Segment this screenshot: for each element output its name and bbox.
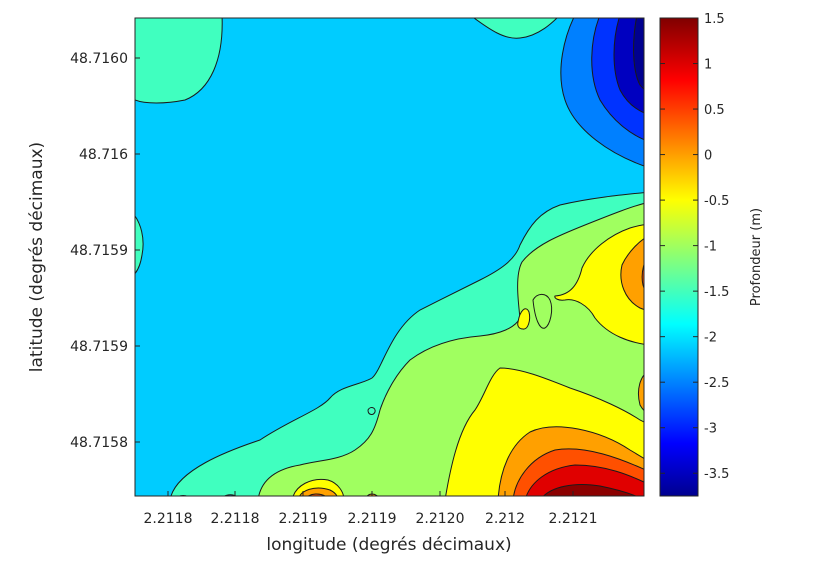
y-tick-label: 48.7159 [70, 339, 128, 355]
contour-level-m0-5-right [554, 224, 644, 345]
x-tick-label: 2.2118 [144, 511, 193, 527]
colorbar-tick-label: 1.5 [704, 12, 725, 27]
x-tick-label: 2.2119 [279, 511, 328, 527]
colorbar-tick-label: -0.5 [704, 194, 729, 209]
colorbar-tick-label: -2 [704, 331, 717, 346]
colorbar-tick-label: 0.5 [704, 103, 725, 118]
colorbar-tick-label: -2.5 [704, 376, 729, 391]
x-axis-label: longitude (degrés décimaux) [266, 535, 511, 555]
x-axis [167, 491, 574, 496]
contour-level-m1-5-left [135, 215, 144, 275]
contour-plot [135, 18, 644, 496]
y-axis [135, 57, 140, 443]
x-tick-label: 2.2120 [416, 511, 465, 527]
colorbar-label: Profondeur (m) [749, 208, 764, 306]
colorbar [659, 17, 699, 497]
y-tick-label: 48.7158 [70, 435, 128, 451]
contour-right-edge [637, 374, 644, 412]
contour-island-2 [532, 293, 553, 329]
contour-level-m1-5-top [135, 18, 223, 104]
x-tick-label: 2.212 [485, 511, 525, 527]
contour-level-0-right [620, 238, 644, 311]
contour-island-1 [367, 407, 376, 415]
colorbar-tick-label: -1 [704, 240, 717, 255]
x-tick-label: 2.2118 [211, 511, 260, 527]
y-axis-label: latitude (degrés décimaux) [27, 142, 47, 372]
colorbar-tick-label: -3.5 [704, 467, 729, 482]
contour-level-1-5-bottom [542, 484, 638, 496]
colorbar-tick-label: -3 [704, 422, 717, 437]
colorbar-tick-label: 1 [704, 58, 712, 73]
contour-level-m4-topright [633, 18, 644, 90]
colorbar-ticks [660, 17, 698, 474]
contour-level-m0-5-island [517, 308, 531, 330]
colorbar-tick-labels: 1.5 1 0.5 0 -0.5 -1 -1.5 -2 -2.5 -3 -3.5 [704, 12, 729, 482]
y-tick-label: 48.7159 [70, 243, 128, 259]
x-tick-label: 2.2121 [549, 511, 598, 527]
contour-level-m1-5-topright [473, 18, 558, 39]
colorbar-tick-label: 0 [704, 149, 712, 164]
colorbar-tick-label: -1.5 [704, 285, 729, 300]
axes-frame [134, 17, 645, 497]
x-tick-label: 2.2119 [348, 511, 397, 527]
y-tick-label: 48.716 [79, 147, 128, 163]
y-tick-label: 48.7160 [70, 51, 128, 67]
